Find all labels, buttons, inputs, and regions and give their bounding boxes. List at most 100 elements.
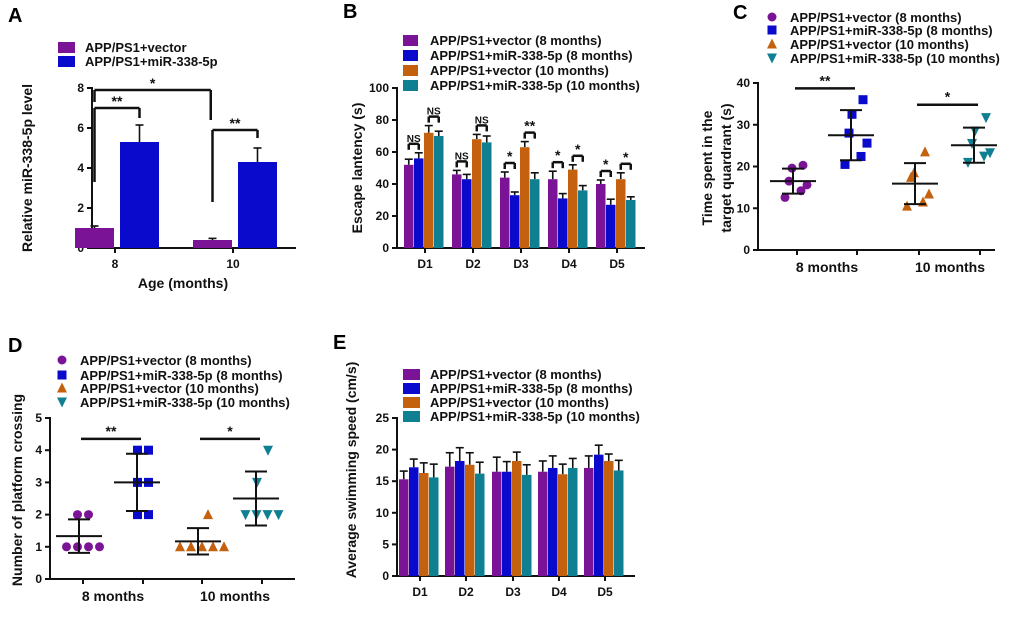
bar bbox=[558, 474, 568, 576]
legend-marker bbox=[57, 397, 67, 408]
y-tick-label: 2 bbox=[35, 508, 42, 522]
data-point bbox=[62, 542, 71, 552]
bar bbox=[472, 139, 482, 248]
data-point bbox=[262, 510, 273, 521]
legend-label: APP/PS1+vector (10 months) bbox=[80, 381, 259, 396]
x-axis-title: Age (months) bbox=[138, 275, 228, 291]
y-tick-label: 20 bbox=[376, 443, 390, 457]
x-tick-label: 8 months bbox=[82, 588, 144, 604]
data-point bbox=[219, 541, 229, 552]
data-point bbox=[273, 510, 284, 521]
bar bbox=[404, 164, 414, 248]
bar bbox=[482, 142, 492, 248]
significance-label: * bbox=[623, 149, 629, 165]
x-tick-label: D3 bbox=[505, 585, 521, 599]
data-point bbox=[263, 445, 273, 456]
y-tick-label: 5 bbox=[382, 537, 389, 551]
bar bbox=[616, 179, 626, 248]
data-point bbox=[844, 128, 854, 138]
legend-swatch bbox=[403, 80, 418, 91]
x-tick-label: D5 bbox=[609, 257, 625, 271]
bar bbox=[409, 467, 419, 576]
data-point bbox=[208, 541, 218, 552]
legend-swatch bbox=[403, 397, 420, 408]
y-tick-label: 5 bbox=[35, 411, 42, 425]
y-tick-label: 0 bbox=[382, 241, 389, 255]
data-point bbox=[133, 510, 142, 520]
panel-d: D 0 1 2 3 4 5 Number of platform crossing APP/PS… bbox=[8, 335, 295, 604]
data-point bbox=[856, 151, 866, 161]
y-axis-title-line: Number of platform crossing bbox=[9, 394, 25, 586]
significance-label: * bbox=[575, 141, 581, 157]
data-point bbox=[144, 445, 153, 455]
bar bbox=[75, 228, 114, 248]
x-tick-label: D4 bbox=[561, 257, 577, 271]
significance-label: NS bbox=[475, 115, 489, 126]
bar bbox=[424, 132, 434, 248]
bar bbox=[626, 200, 636, 248]
legend-label: APP/PS1+miR-338-5p (10 months) bbox=[430, 78, 640, 93]
data-point bbox=[144, 510, 153, 520]
legend-label: APP/PS1+miR-338-5p (8 months) bbox=[80, 368, 283, 383]
x-tick-label: 10 months bbox=[200, 588, 270, 604]
data-point bbox=[175, 541, 185, 552]
legend-swatch bbox=[58, 56, 75, 67]
y-tick-label: 30 bbox=[737, 118, 751, 132]
y-tick-label: 80 bbox=[376, 113, 390, 127]
legend-label: APP/PS1+miR-338-5p (10 months) bbox=[80, 395, 290, 410]
bar bbox=[414, 158, 424, 248]
y-tick-label: 4 bbox=[35, 443, 42, 457]
bar bbox=[522, 474, 532, 576]
significance-label: * bbox=[603, 156, 609, 172]
bar bbox=[452, 174, 462, 248]
bar bbox=[462, 179, 472, 248]
legend-swatch bbox=[403, 50, 418, 61]
significance-label: NS bbox=[427, 107, 441, 118]
legend-marker bbox=[767, 25, 777, 35]
y-tick-label: 60 bbox=[376, 145, 390, 159]
data-point bbox=[924, 188, 934, 199]
bar bbox=[538, 471, 548, 576]
legend-marker bbox=[57, 355, 67, 365]
significance-label: ** bbox=[106, 423, 117, 439]
bar bbox=[502, 471, 512, 576]
data-point bbox=[902, 200, 912, 211]
data-point bbox=[979, 151, 989, 162]
legend-label: APP/PS1+vector bbox=[85, 40, 187, 55]
legend-swatch bbox=[403, 369, 420, 380]
y-tick-label: 0 bbox=[382, 569, 389, 583]
y-tick-label: 25 bbox=[376, 411, 390, 425]
y-tick-label: 10 bbox=[376, 506, 390, 520]
data-point bbox=[840, 159, 850, 169]
legend-swatch bbox=[58, 42, 75, 53]
y-axis-title: Escape lantency (s) bbox=[349, 103, 365, 234]
y-tick-label: 3 bbox=[35, 475, 42, 489]
y-tick-label: 20 bbox=[376, 209, 390, 223]
legend-label: APP/PS1+vector (8 months) bbox=[430, 33, 602, 48]
legend-label: APP/PS1+miR-338-5p (10 months) bbox=[790, 51, 1000, 66]
y-tick-label: 2 bbox=[77, 201, 84, 215]
x-tick-label: D1 bbox=[417, 257, 433, 271]
significance-label: ** bbox=[230, 115, 241, 131]
data-point bbox=[73, 542, 82, 552]
bar bbox=[558, 198, 568, 248]
legend-swatch bbox=[403, 35, 418, 46]
bar bbox=[120, 142, 159, 248]
bar bbox=[606, 204, 616, 248]
x-tick-label: D2 bbox=[465, 257, 481, 271]
bar bbox=[512, 460, 522, 576]
bar bbox=[465, 464, 475, 576]
data-point bbox=[798, 160, 808, 170]
legend-marker bbox=[767, 12, 777, 22]
data-point bbox=[906, 171, 916, 182]
data-point bbox=[858, 95, 868, 105]
bar bbox=[594, 454, 604, 576]
y-tick-label: 1 bbox=[35, 540, 42, 554]
legend-swatch bbox=[403, 65, 418, 76]
significance-label: * bbox=[945, 89, 951, 105]
bar bbox=[548, 179, 558, 248]
data-point bbox=[95, 542, 104, 552]
legend-label: APP/PS1+vector (10 months) bbox=[790, 37, 969, 52]
panel-label: D bbox=[8, 335, 22, 357]
bar bbox=[578, 190, 588, 248]
